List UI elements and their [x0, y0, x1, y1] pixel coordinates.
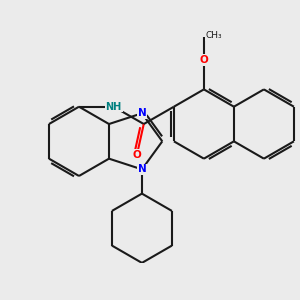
Text: O: O [200, 55, 208, 65]
Text: N: N [138, 108, 146, 118]
Text: CH₃: CH₃ [206, 31, 222, 40]
Text: NH: NH [106, 102, 122, 112]
Text: N: N [138, 164, 146, 174]
Text: O: O [133, 150, 141, 160]
